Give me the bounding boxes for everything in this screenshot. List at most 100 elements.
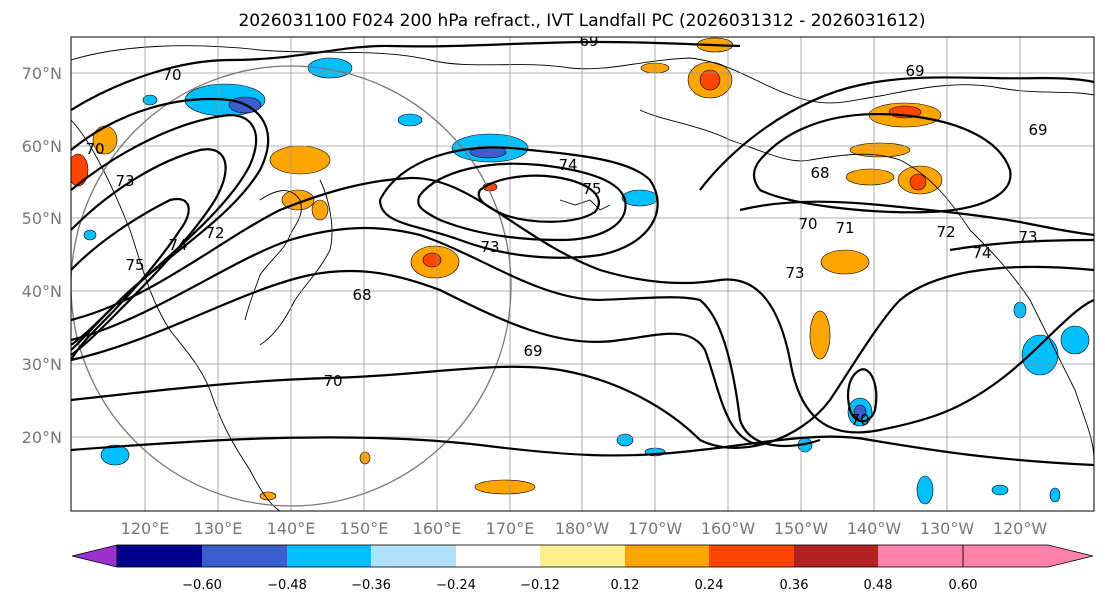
map-frame bbox=[70, 36, 1095, 512]
anomaly-blob bbox=[1060, 325, 1090, 355]
colorbar-tick-label: −0.12 bbox=[520, 578, 560, 593]
longitude-labels: 120°E 130°E 140°E 150°E 160°E 170°E 180°… bbox=[121, 519, 1048, 538]
contour-label: 73 bbox=[115, 172, 134, 190]
lon-label: 120°W bbox=[993, 519, 1048, 538]
contour-label: 69 bbox=[1028, 121, 1047, 139]
anomaly-blob bbox=[474, 479, 536, 495]
colorbar-tick-label: 0.60 bbox=[949, 578, 978, 593]
contour-line bbox=[378, 146, 659, 259]
lon-label: 180°W bbox=[555, 519, 610, 538]
lon-label: 130°W bbox=[920, 519, 975, 538]
asia-coast bbox=[71, 119, 281, 511]
aleutians bbox=[559, 199, 611, 211]
lon-label: 120°E bbox=[121, 519, 170, 538]
lat-label: 70°N bbox=[22, 64, 62, 83]
anomaly-blob bbox=[991, 484, 1009, 496]
anomaly-blob bbox=[259, 491, 277, 501]
contour-line bbox=[71, 226, 821, 448]
north-america-coast bbox=[639, 109, 1094, 461]
lon-label: 130°E bbox=[194, 519, 243, 538]
colorbar-segment bbox=[202, 545, 287, 567]
contour-line bbox=[752, 113, 1012, 214]
shaded-anomalies bbox=[71, 37, 1090, 505]
contour-label: 70 bbox=[162, 66, 181, 84]
anomaly-blob bbox=[809, 310, 831, 360]
anomaly-blob bbox=[916, 475, 934, 505]
contour-label: 73 bbox=[480, 238, 499, 256]
colorbar-tick-label: 0.36 bbox=[780, 578, 809, 593]
map-area: 69 70 69 69 70 73 75 74 72 74 75 73 68 6… bbox=[71, 32, 1094, 511]
anomaly-blob bbox=[142, 94, 158, 106]
contour-label: 73 bbox=[785, 264, 804, 282]
contour-label: 70 bbox=[798, 215, 817, 233]
anomaly-blob bbox=[71, 153, 89, 187]
colorbar-tick-label: 0.24 bbox=[695, 578, 724, 593]
colorbar-tick-label: −0.36 bbox=[351, 578, 391, 593]
anomaly-blob bbox=[359, 451, 371, 465]
arctic-coast bbox=[71, 45, 1094, 104]
contour-label: 74 bbox=[558, 156, 577, 174]
contour-label: 75 bbox=[125, 256, 144, 274]
contour-label: 73 bbox=[1018, 228, 1037, 246]
colorbar-segment bbox=[371, 545, 456, 567]
anomaly-blob bbox=[909, 173, 927, 191]
contour-label: 71 bbox=[835, 219, 854, 237]
contour-line bbox=[417, 162, 627, 242]
contour-label: 75 bbox=[582, 180, 601, 198]
lon-label: 170°E bbox=[486, 519, 535, 538]
lat-label: 50°N bbox=[22, 209, 62, 228]
colorbar-segment bbox=[878, 545, 963, 567]
lon-label: 150°E bbox=[340, 519, 389, 538]
latitude-labels: 70°N 60°N 50°N 40°N 30°N 20°N bbox=[22, 64, 62, 447]
anomaly-blob bbox=[422, 252, 442, 268]
contour-label: 68 bbox=[810, 164, 829, 182]
colorbar-segment bbox=[540, 545, 625, 567]
contour-line bbox=[71, 269, 761, 447]
anomaly-blob bbox=[311, 199, 329, 221]
contour-label: 70 bbox=[850, 411, 869, 429]
contour-label: 70 bbox=[323, 372, 342, 390]
colorbar-tick-label: 0.12 bbox=[611, 578, 640, 593]
contour-line bbox=[846, 368, 878, 423]
lat-label: 60°N bbox=[22, 137, 62, 156]
colorbar-tick-label: −0.60 bbox=[182, 578, 222, 593]
contour-label: 72 bbox=[936, 223, 955, 241]
anomaly-blob bbox=[1021, 334, 1059, 376]
colorbar: −0.60 −0.48 −0.36 −0.24 −0.12 0.12 0.24 … bbox=[71, 544, 1094, 593]
lat-label: 30°N bbox=[22, 355, 62, 374]
anomaly-blob bbox=[1049, 487, 1061, 503]
colorbar-tick-label: 0.48 bbox=[864, 578, 893, 593]
lon-label: 150°W bbox=[774, 519, 829, 538]
anomaly-blob bbox=[845, 168, 895, 186]
colorbar-segment bbox=[456, 545, 540, 567]
contour-line bbox=[71, 40, 741, 111]
anomaly-blob bbox=[621, 189, 659, 207]
anomaly-blob bbox=[397, 113, 423, 127]
lon-label: 170°W bbox=[628, 519, 683, 538]
anomaly-blob bbox=[100, 444, 130, 466]
lon-label: 140°W bbox=[847, 519, 902, 538]
anomaly-blob bbox=[849, 142, 911, 158]
contour-label: 74 bbox=[972, 244, 991, 262]
contour-label: 69 bbox=[523, 342, 542, 360]
figure-title: 2026031100 F024 200 hPa refract., IVT La… bbox=[238, 11, 925, 31]
contour-line bbox=[71, 148, 227, 356]
colorbar-segment bbox=[287, 545, 371, 567]
lat-label: 20°N bbox=[22, 428, 62, 447]
colorbar-segment bbox=[794, 545, 878, 567]
contour-label: 74 bbox=[168, 236, 187, 254]
contour-label: 72 bbox=[205, 224, 224, 242]
lon-label: 160°E bbox=[413, 519, 462, 538]
coastlines bbox=[71, 45, 1094, 511]
contour-line bbox=[699, 76, 1094, 191]
korea-coast bbox=[244, 190, 302, 321]
colorbar-outline bbox=[116, 544, 964, 568]
contour-line bbox=[949, 238, 1094, 252]
contour-line bbox=[71, 197, 190, 361]
contour-line bbox=[71, 435, 1094, 467]
reference-circle bbox=[71, 65, 512, 507]
anomaly-blob bbox=[269, 145, 331, 175]
lon-label: 140°E bbox=[267, 519, 316, 538]
contour-label: 69 bbox=[579, 32, 598, 50]
